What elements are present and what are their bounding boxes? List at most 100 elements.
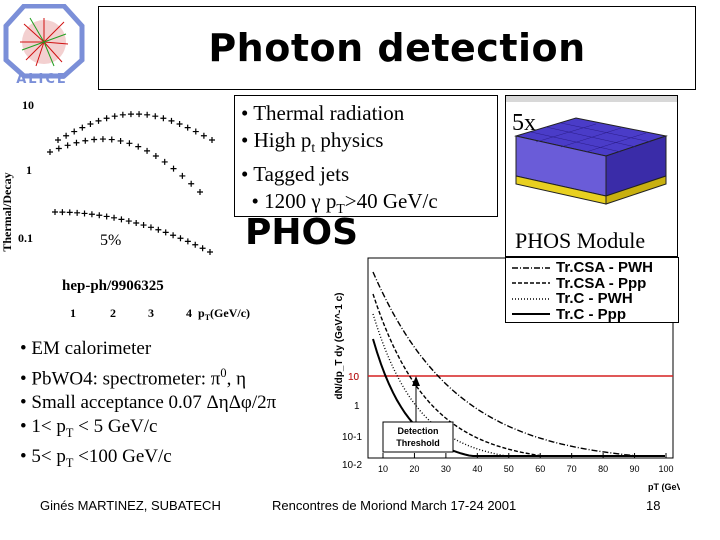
left-plot-marker <box>55 137 61 143</box>
left-plot-marker <box>73 139 80 146</box>
legend-entry: Tr.CSA - PWH <box>512 260 672 276</box>
left-plot-marker <box>99 136 106 143</box>
left-plot-marker <box>200 132 207 139</box>
left-plot-marker <box>168 117 175 124</box>
footer-page-number: 18 <box>646 498 661 513</box>
left-plot-marker <box>63 132 70 139</box>
left-plot-marker <box>47 149 53 155</box>
spectra-xtick-label: 30 <box>441 464 451 474</box>
left-plot-reference: hep-ph/9906325 <box>62 278 164 294</box>
left-plot-marker <box>135 143 142 150</box>
phos-module-figure <box>505 95 678 257</box>
legend-swatch-dash <box>512 282 550 284</box>
spectra-xtick-label: 80 <box>598 464 608 474</box>
left-plot-marker <box>184 238 191 245</box>
spectra-xtick-label: 60 <box>535 464 545 474</box>
left-plot-ytick: 10 <box>22 98 34 112</box>
spectra-ytick: 1 <box>354 401 360 412</box>
footer-author: Ginés MARTINEZ, SUBATECH <box>40 498 221 513</box>
left-plot-marker <box>170 232 177 239</box>
left-plot-marker <box>192 241 199 248</box>
bottom-bullet-list: • EM calorimeter • PbWO4: spectrometer: … <box>20 337 276 475</box>
left-plot-xtick: 2 <box>110 306 116 320</box>
bottom-bullet-item: • PbWO4: spectrometer: π0, η <box>20 366 246 390</box>
left-plot-marker <box>152 113 159 120</box>
footer-conference: Rencontres de Moriond March 17-24 2001 <box>272 498 517 513</box>
spectra-xtick-label: 90 <box>630 464 640 474</box>
spectra-xtick-label: 70 <box>567 464 577 474</box>
spectra-legend: Tr.CSA - PWH Tr.CSA - Ppp Tr.C - PWH Tr.… <box>505 257 679 323</box>
bottom-bullet-item: • EM calorimeter <box>20 338 152 359</box>
spectra-xtick-label: 100 <box>658 464 673 474</box>
threshold-value: 10 <box>348 372 360 383</box>
left-plot-marker <box>176 121 183 128</box>
left-plot-xtick: 1 <box>70 306 76 320</box>
left-plot-marker <box>88 211 95 218</box>
top-bullet-item: • High pt physics <box>241 128 384 156</box>
spectra-ytick: 10 <box>348 372 360 383</box>
left-plot-marker <box>52 209 58 215</box>
left-plot-marker <box>91 136 98 143</box>
module-caption: PHOS Module <box>515 228 646 253</box>
left-plot-marker <box>147 224 154 231</box>
bottom-bullet-item: • Small acceptance 0.07 ΔηΔφ/2π <box>20 392 277 414</box>
left-plot-marker <box>179 172 186 179</box>
left-plot-marker <box>96 212 103 219</box>
spectra-xtick-label: 50 <box>504 464 514 474</box>
top-bullet-item: • Tagged jets <box>241 162 350 187</box>
spectra-ylabel: dN/dp_T dy (GeV^-1 c) <box>334 293 345 400</box>
legend-entry: Tr.C - PWH <box>512 291 672 307</box>
left-plot-marker <box>160 115 167 122</box>
left-plot-marker <box>111 214 118 221</box>
left-plot-marker <box>103 213 110 220</box>
alice-logo-text: ALICE <box>16 72 68 87</box>
legend-swatch-dot <box>512 298 550 300</box>
left-plot-marker <box>82 137 89 144</box>
module-multiplier: 5x <box>512 110 536 136</box>
slide-title-text: Photon detection <box>208 26 586 70</box>
left-plot-xtick: 4 <box>186 306 192 320</box>
legend-swatch-dashdot <box>512 267 550 269</box>
left-plot-marker <box>127 111 134 118</box>
top-bullet-item: • 1200 γ pT>40 GeV/c <box>241 189 438 217</box>
threshold-label: Detection <box>397 426 438 436</box>
left-plot-xtick: 3 <box>148 306 154 320</box>
left-plot-marker <box>55 145 62 152</box>
bottom-bullet-item: • 5< pT <100 GeV/c <box>20 446 172 470</box>
left-plot-marker <box>144 111 151 118</box>
left-plot-marker <box>81 210 88 217</box>
legend-entry: Tr.C - Ppp <box>512 306 672 323</box>
left-plot-marker <box>197 189 203 195</box>
left-plot-ytick: 0.1 <box>18 231 33 245</box>
left-plot-marker <box>71 128 78 135</box>
left-plot-marker <box>79 124 86 131</box>
spectra-xtick-label: 10 <box>378 464 388 474</box>
spectra-ytick: 10-1 <box>342 432 362 443</box>
left-plot-marker <box>184 124 191 131</box>
left-plot-marker <box>95 117 102 124</box>
left-plot-marker <box>64 142 71 149</box>
left-plot-marker <box>66 209 73 216</box>
left-plot-marker <box>199 245 206 252</box>
left-plot-marker <box>125 218 132 225</box>
left-plot-marker <box>103 115 110 122</box>
left-plot-marker <box>144 147 151 154</box>
left-plot-marker <box>108 136 115 143</box>
threshold-label: Threshold <box>396 438 440 448</box>
spectra-xlabel: pT (GeV/c) <box>648 482 680 492</box>
left-plot-marker <box>207 249 213 255</box>
left-plot-marker <box>136 111 143 118</box>
left-plot-marker <box>177 235 184 242</box>
spectra-plot: dN/dp_T dy (GeV^-1 c) 10 1 10-1 10-2 10 … <box>334 257 680 492</box>
phos-module-drawing <box>506 96 677 205</box>
legend-entry: Tr.CSA - Ppp <box>512 275 672 292</box>
left-plot-marker <box>74 209 81 216</box>
bottom-bullet-item: • 1< pT < 5 GeV/c <box>20 416 158 441</box>
left-plot-marker <box>126 140 133 147</box>
left-plot-marker <box>155 226 162 233</box>
spectra-xtick-label: 20 <box>409 464 419 474</box>
spectra-curve <box>372 271 665 457</box>
left-plot-marker <box>162 229 169 236</box>
left-plot-marker <box>209 137 215 143</box>
left-plot-marker <box>170 165 177 172</box>
